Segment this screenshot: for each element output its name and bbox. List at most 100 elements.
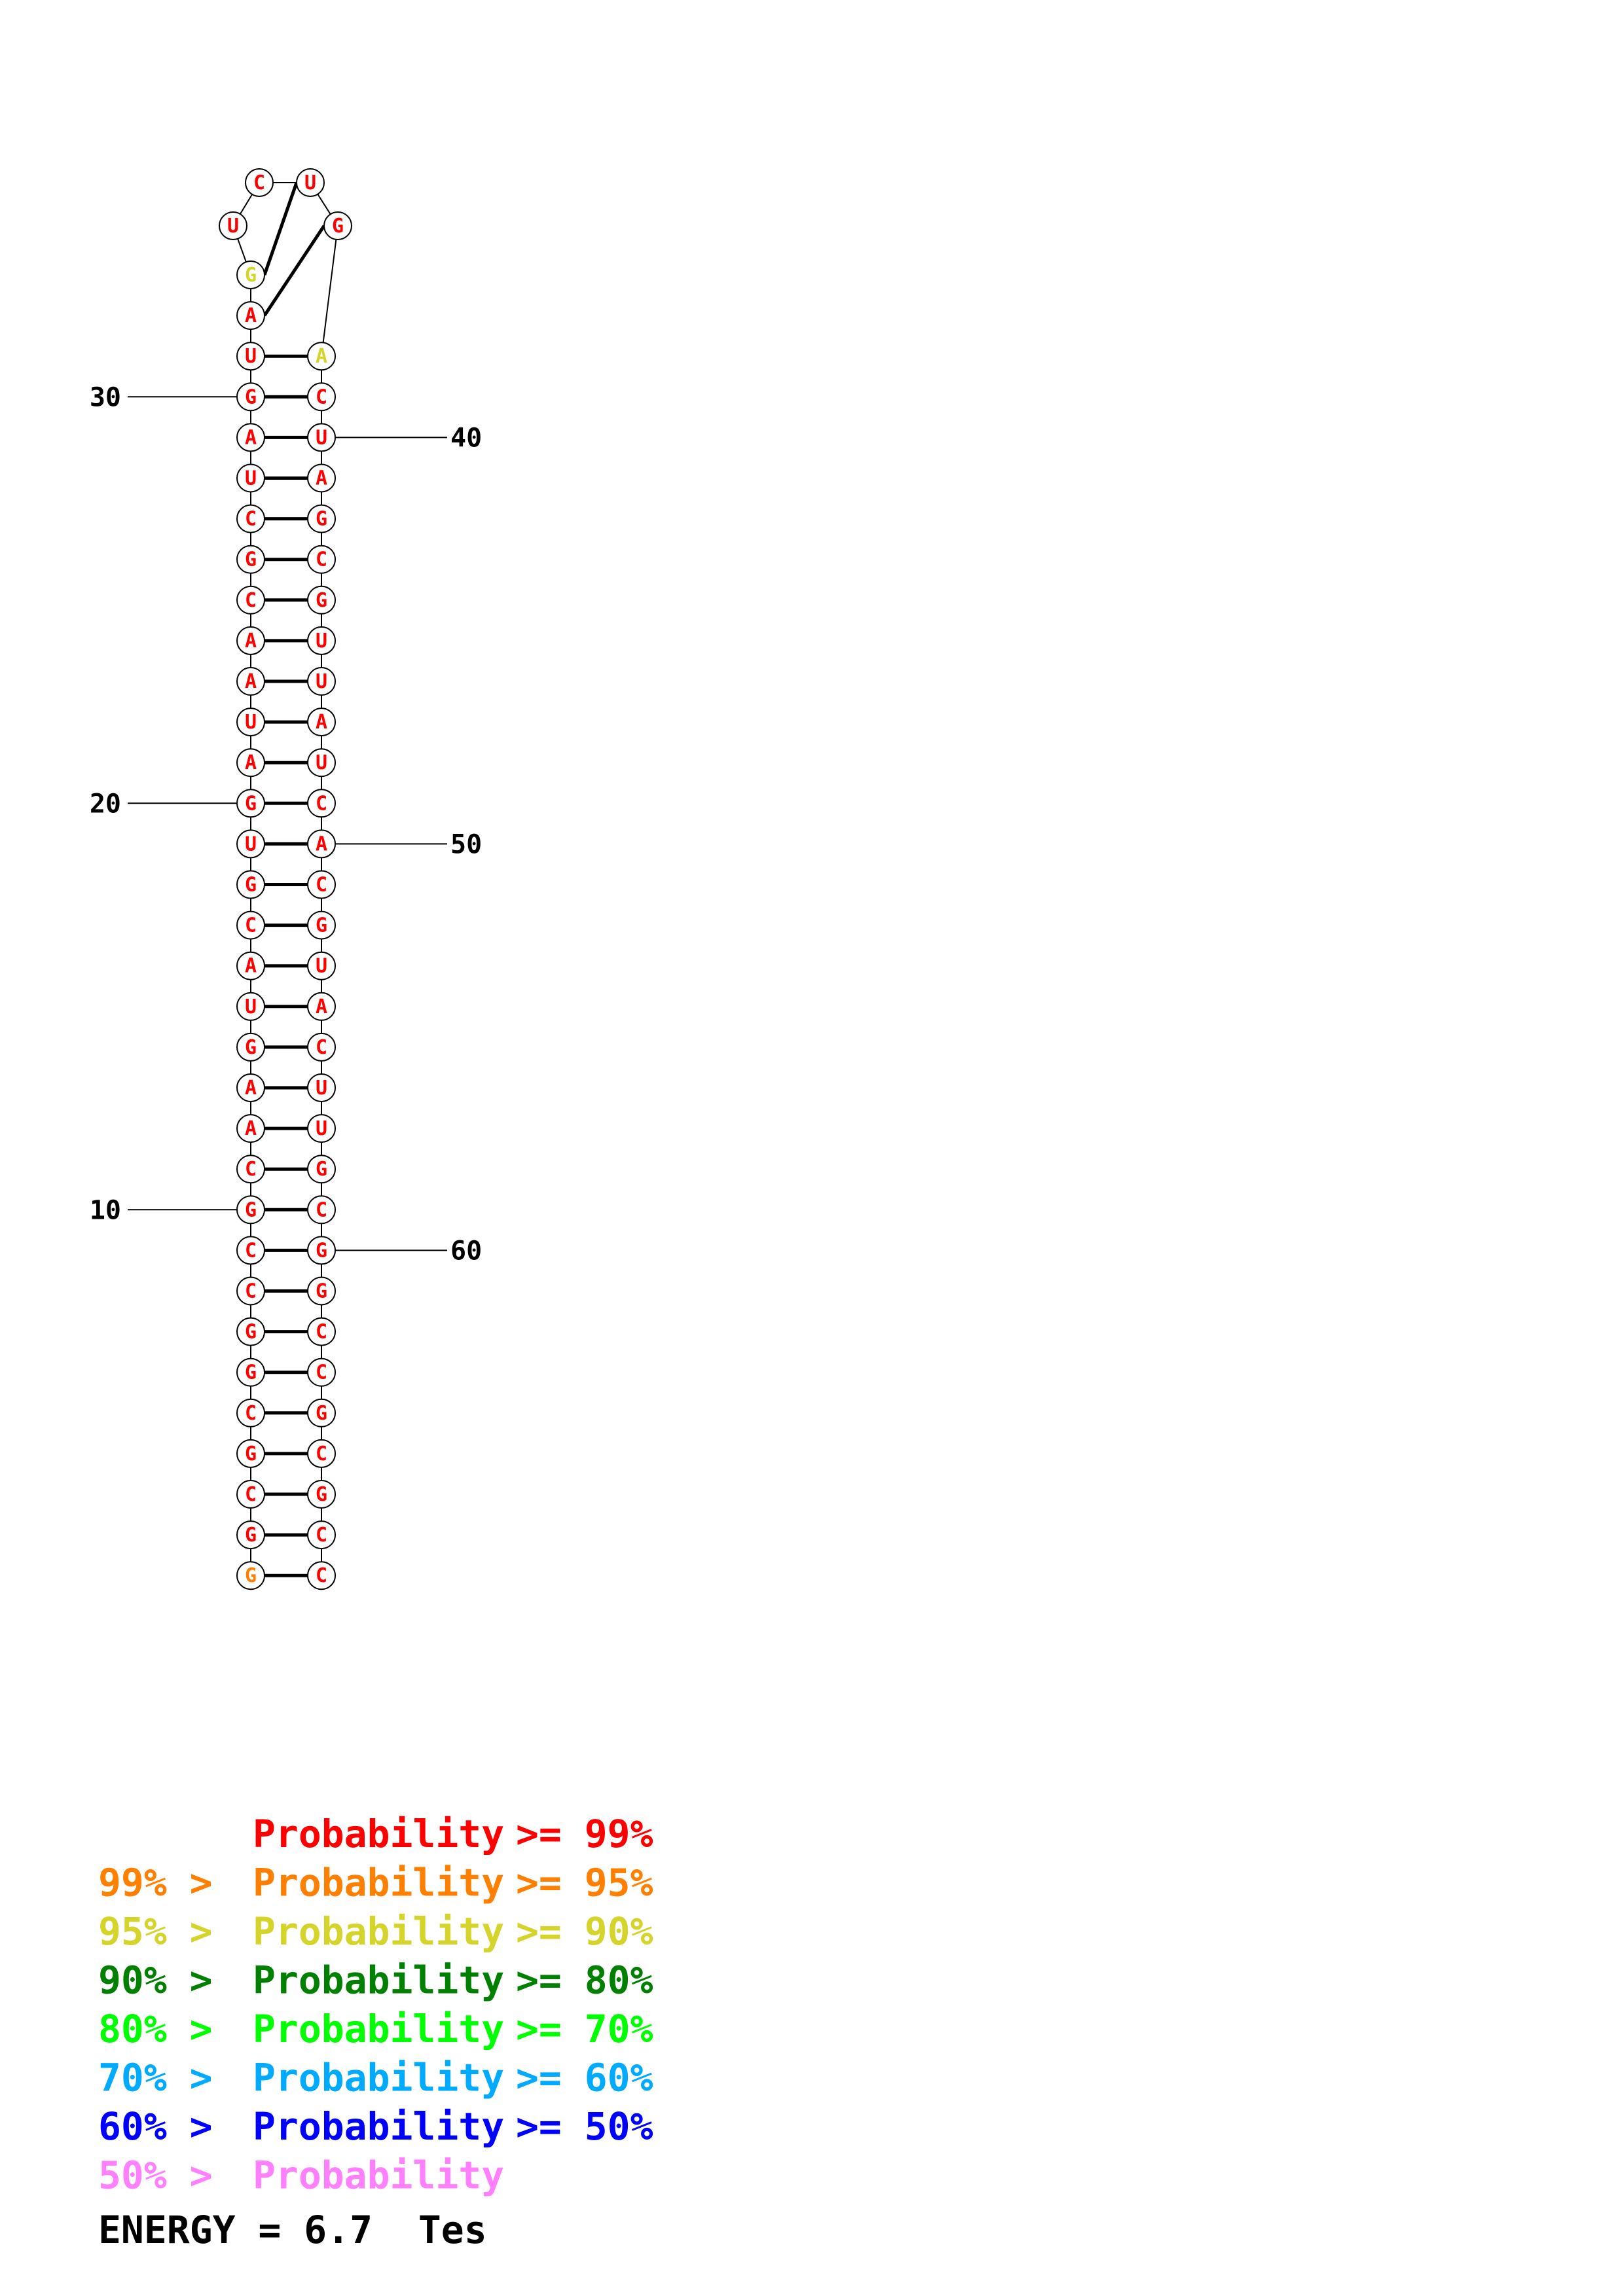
nucleotide-letter: G <box>245 1321 257 1344</box>
nucleotide-circle <box>236 1439 265 1468</box>
legend-middle: Probability <box>253 2007 504 2051</box>
position-number: 20 <box>90 789 121 819</box>
nucleotide-circle <box>236 1114 265 1143</box>
nucleotide-42: G <box>307 504 336 533</box>
nucleotide-circle <box>307 342 336 371</box>
nucleotide-61: G <box>307 1276 336 1306</box>
nucleotide-2: G <box>236 1520 265 1550</box>
nucleotide-letter: A <box>245 1077 257 1100</box>
nucleotide-letter: U <box>245 467 257 490</box>
nucleotide-letter: U <box>227 215 239 238</box>
nucleotide-circle <box>307 1276 336 1306</box>
position-number: 60 <box>450 1236 482 1266</box>
nucleotide-circle <box>236 789 265 818</box>
position-number: 50 <box>450 829 482 859</box>
nucleotide-circle <box>236 951 265 980</box>
nucleotide-letter: G <box>245 1443 257 1465</box>
position-number: 30 <box>90 382 121 412</box>
nucleotide-letter: C <box>245 508 257 531</box>
nucleotide-51: C <box>307 870 336 899</box>
nucleotide-circle <box>236 1073 265 1102</box>
nucleotide-circle <box>307 870 336 899</box>
nucleotide-letter: C <box>245 589 257 612</box>
legend-row: 60% > Probability >= 50% <box>98 2104 653 2149</box>
nucleotide-59: C <box>307 1195 336 1225</box>
nucleotide-14: G <box>236 1032 265 1062</box>
nucleotide-letter: U <box>245 711 257 734</box>
nucleotide-56: U <box>307 1073 336 1102</box>
legend-suffix: >= 60% <box>516 2056 653 2100</box>
nucleotide-letter: C <box>316 792 327 815</box>
nucleotide-21: A <box>236 748 265 778</box>
nucleotide-circle <box>236 1398 265 1427</box>
legend-prefix: 80% > <box>98 2007 213 2051</box>
nucleotide-letter: U <box>304 171 316 194</box>
legend-middle: Probability <box>253 1958 504 2003</box>
nucleotide-36: U <box>296 168 325 197</box>
legend-row: 70% > Probability >= 60% <box>98 2056 653 2100</box>
nucleotide-circle <box>236 342 265 371</box>
nucleotide-circle <box>236 1276 265 1306</box>
nucleotide-circle <box>307 1195 336 1225</box>
nucleotide-letter: C <box>316 1524 327 1547</box>
nucleotide-letter: G <box>245 1564 257 1587</box>
nucleotide-circle <box>236 1317 265 1346</box>
nucleotide-44: G <box>307 585 336 615</box>
nucleotide-letter: C <box>316 1361 327 1384</box>
nucleotide-circle <box>323 211 352 240</box>
nucleotide-letter: U <box>316 1117 327 1140</box>
nucleotide-letter: C <box>316 1564 327 1587</box>
nucleotide-33: G <box>236 260 265 289</box>
nucleotide-30: G <box>236 382 265 412</box>
base-pair-line <box>263 224 326 317</box>
nucleotide-58: G <box>307 1155 336 1184</box>
legend-prefix: 90% > <box>98 1958 213 2003</box>
nucleotide-letter: C <box>245 1239 257 1262</box>
nucleotide-letter: G <box>245 1524 257 1547</box>
nucleotide-16: A <box>236 951 265 980</box>
nucleotide-25: C <box>236 585 265 615</box>
nucleotide-28: U <box>236 463 265 493</box>
position-label-40: 40 <box>335 423 482 453</box>
nucleotide-circle <box>236 1520 265 1550</box>
nucleotide-circle <box>307 1439 336 1468</box>
legend-row: 50% > Probability <box>98 2153 504 2198</box>
nucleotide-circle <box>296 168 325 197</box>
nucleotide-circle <box>307 1480 336 1509</box>
nucleotide-letter: G <box>245 1198 257 1221</box>
nucleotide-letter: U <box>316 1077 327 1100</box>
nucleotide-circle <box>307 708 336 737</box>
base-pair-line <box>263 182 299 276</box>
legend-middle: Probability <box>253 2056 504 2100</box>
nucleotide-circle <box>307 382 336 412</box>
legend-suffix: >= 70% <box>516 2007 653 2051</box>
nucleotide-letter: C <box>245 1483 257 1506</box>
nucleotide-letter: A <box>316 996 327 1018</box>
nucleotide-27: C <box>236 504 265 533</box>
legend-prefix: 95% > <box>98 1909 213 1954</box>
nucleotide-6: G <box>236 1357 265 1387</box>
position-number: 40 <box>450 423 482 453</box>
nucleotide-29: A <box>236 423 265 452</box>
nucleotide-circle <box>236 1032 265 1062</box>
nucleotide-62: C <box>307 1317 336 1346</box>
nucleotide-55: C <box>307 1032 336 1062</box>
nucleotide-letter: A <box>316 467 327 490</box>
nucleotide-circle <box>307 748 336 778</box>
nucleotide-15: U <box>236 992 265 1021</box>
nucleotide-letter: U <box>245 345 257 368</box>
nucleotide-circle <box>236 992 265 1021</box>
nucleotide-circle <box>236 1561 265 1590</box>
legend-prefix: 99% > <box>98 1861 213 1905</box>
nucleotide-circle <box>307 951 336 980</box>
nucleotide-17: C <box>236 910 265 940</box>
legend-prefix: 50% > <box>98 2153 213 2198</box>
nucleotide-letter: C <box>245 1280 257 1303</box>
nucleotide-32: A <box>236 301 265 331</box>
position-label-10: 10 <box>90 1195 237 1225</box>
nucleotide-37: G <box>323 211 352 240</box>
nucleotide-letter: C <box>245 1402 257 1425</box>
nucleotide-circle <box>307 992 336 1021</box>
nucleotide-letter: U <box>316 426 327 449</box>
nucleotide-letter: G <box>245 1361 257 1384</box>
